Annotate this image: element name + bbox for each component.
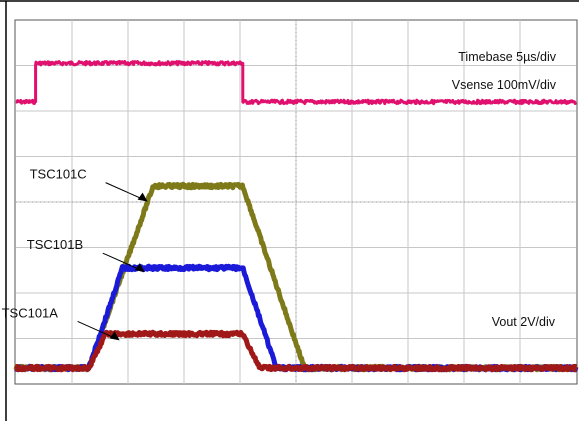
- trace-vsense: [15, 60, 578, 106]
- trace-label: TSC101B: [27, 237, 83, 252]
- trace-labels: TSC101C TSC101B TSC101A: [2, 167, 148, 341]
- timebase-annotation: Timebase 5µs/div: [458, 50, 556, 64]
- label-arrow-line: [77, 320, 114, 338]
- label-arrowhead: [137, 192, 148, 202]
- trace-label: TSC101C: [30, 167, 87, 182]
- label-arrowhead: [134, 263, 145, 273]
- label-arrow-line: [102, 252, 140, 270]
- label-arrowhead: [109, 331, 120, 341]
- trace-label: TSC101A: [2, 305, 59, 320]
- vout-annotation: Vout 2V/div: [492, 315, 556, 329]
- traces: [13, 60, 579, 373]
- trace-tsc101a: [14, 329, 578, 373]
- label-arrow-line: [105, 182, 142, 200]
- grid: [16, 20, 576, 384]
- vsense-annotation: Vsense 100mV/div: [452, 78, 557, 92]
